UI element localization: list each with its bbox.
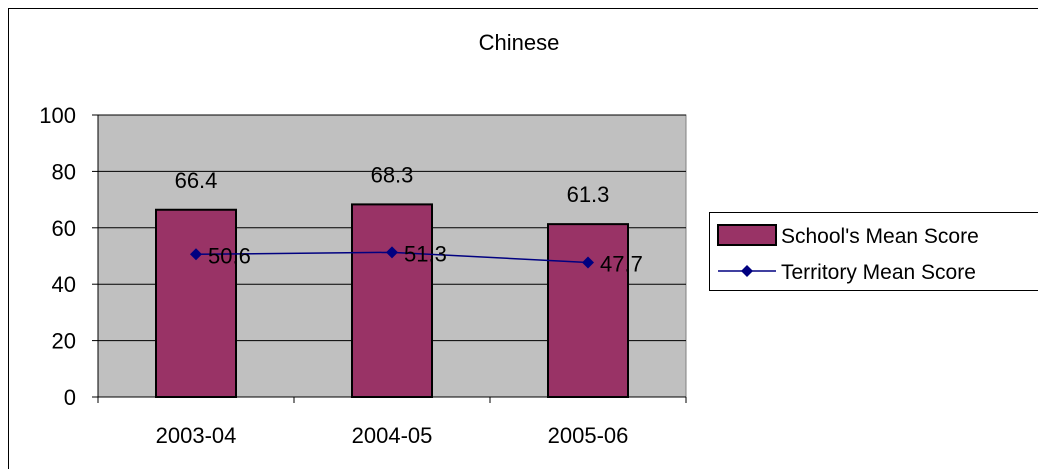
bar-school-mean <box>155 208 237 398</box>
y-tick-label: 40 <box>52 272 76 297</box>
y-tick-label: 20 <box>52 329 76 354</box>
x-tick-label: 2005-06 <box>548 423 629 448</box>
bar-value-label: 66.4 <box>175 168 218 193</box>
x-tick-label: 2004-05 <box>352 423 433 448</box>
bar-school-mean <box>547 223 629 398</box>
line-value-label: 51.3 <box>404 241 447 266</box>
territory-point <box>190 248 202 261</box>
legend-label-territory: Territory Mean Score <box>781 261 976 284</box>
legend-marker-territory <box>741 265 753 277</box>
bars <box>155 203 629 398</box>
bar-value-label: 61.3 <box>567 182 610 207</box>
chart-title: Chinese <box>479 30 560 55</box>
axes: 0 20 40 60 80 100 2003-04 2004-05 2005-06 <box>39 103 687 448</box>
legend: School's Mean Score Territory Mean Score <box>709 212 1038 291</box>
line-value-label: 50.6 <box>208 243 251 268</box>
territory-line <box>190 246 594 269</box>
territory-point <box>582 256 594 269</box>
bar-school-mean <box>351 203 433 398</box>
x-tick-label: 2003-04 <box>156 423 237 448</box>
line-value-label: 47.7 <box>600 251 643 276</box>
y-tick-label: 100 <box>39 103 76 128</box>
y-tick-label: 60 <box>52 216 76 241</box>
legend-swatch-school <box>717 224 777 246</box>
bar-value-label: 68.3 <box>371 162 414 187</box>
data-labels: 66.4 68.3 61.3 50.6 51.3 47.7 <box>175 162 643 276</box>
y-tick-label: 0 <box>64 385 76 410</box>
legend-label-school: School's Mean Score <box>781 225 979 248</box>
y-tick-label: 80 <box>52 159 76 184</box>
territory-point <box>386 246 398 259</box>
